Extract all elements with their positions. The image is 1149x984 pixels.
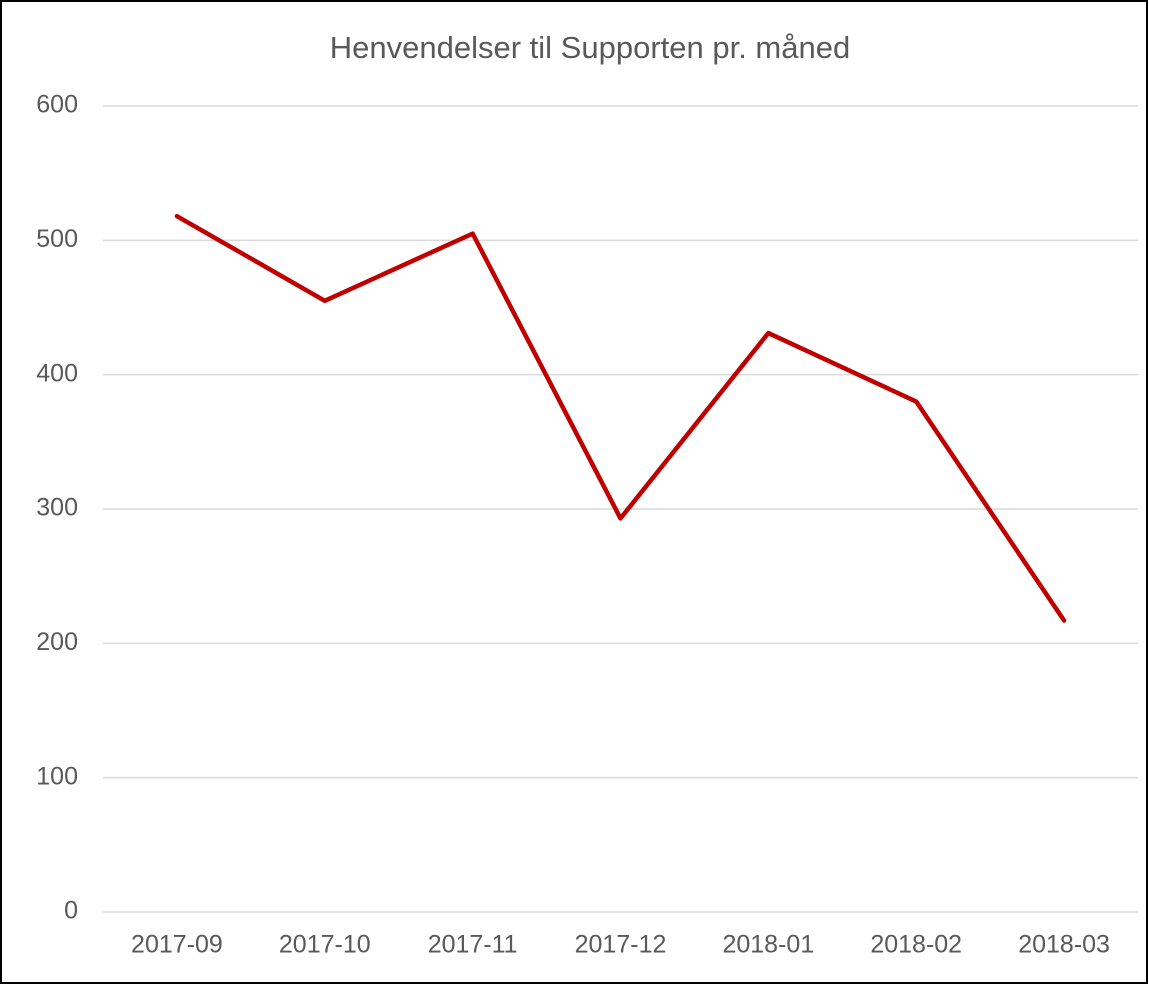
x-tick-label: 2017-09 bbox=[131, 931, 223, 959]
data-line bbox=[174, 213, 1067, 623]
x-tick-label: 2018-03 bbox=[1018, 931, 1110, 959]
x-tick-label: 2017-11 bbox=[428, 931, 518, 959]
x-tick-label: 2017-12 bbox=[575, 931, 667, 959]
y-tick-label: 400 bbox=[36, 359, 78, 387]
chart-title: Henvendelser til Supporten pr. måned bbox=[330, 30, 850, 65]
y-tick-label: 300 bbox=[36, 494, 78, 522]
x-tick-label: 2018-01 bbox=[722, 931, 814, 959]
y-tick-label: 0 bbox=[64, 897, 78, 925]
x-tick-label: 2018-02 bbox=[870, 931, 962, 959]
y-tick-label: 600 bbox=[36, 91, 78, 119]
y-tick-label: 500 bbox=[36, 225, 78, 253]
y-tick-label: 100 bbox=[36, 762, 78, 790]
y-tick-label: 200 bbox=[36, 628, 78, 656]
x-tick-label: 2017-10 bbox=[279, 931, 371, 959]
